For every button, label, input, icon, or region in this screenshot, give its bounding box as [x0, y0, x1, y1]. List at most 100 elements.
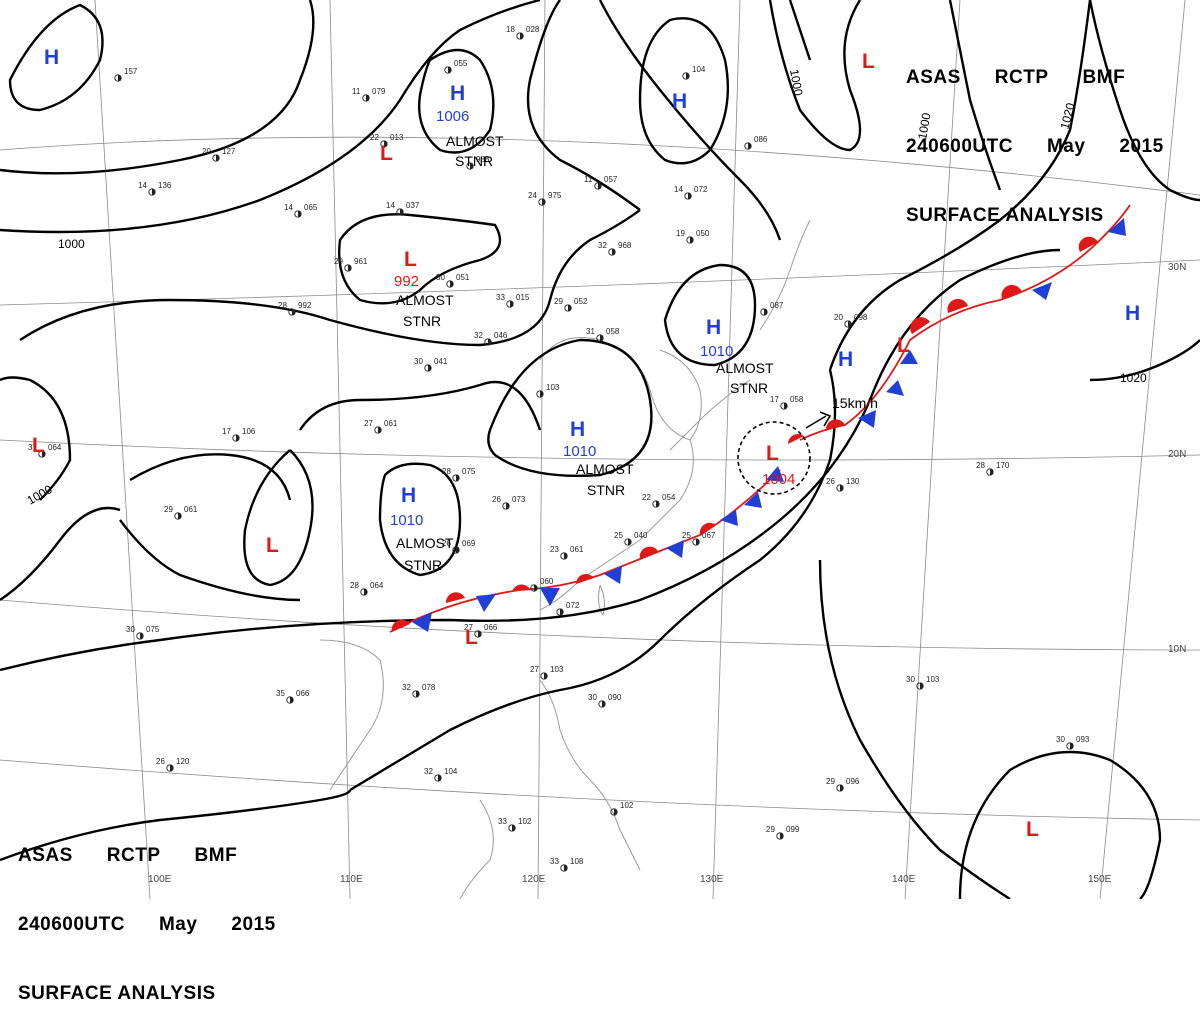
- station-temperature: 28: [442, 467, 451, 476]
- station-plot: 20 098: [834, 313, 868, 328]
- coastline-borneo: [459, 799, 494, 899]
- warm-front-markers: [391, 236, 1098, 632]
- station-pressure: 988: [476, 155, 490, 164]
- cloud-cover-icon: [384, 140, 388, 148]
- station-pressure: 064: [370, 581, 384, 590]
- cloud-cover-icon: [920, 682, 924, 690]
- station-temperature: 37: [28, 443, 37, 452]
- low-pressure-marker: L: [266, 534, 279, 557]
- isobar: [19, 209, 641, 347]
- station-plot: 32 968: [598, 241, 632, 256]
- cloud-cover-icon: [544, 672, 548, 680]
- station-pressure: 170: [996, 461, 1010, 470]
- station-temperature: 28: [278, 301, 287, 310]
- coastline-japan: [669, 219, 811, 451]
- map-background: [0, 0, 1200, 899]
- year-label: 2015: [231, 914, 276, 935]
- station-plot: 27 103: [530, 665, 564, 680]
- isobar: [663, 263, 757, 367]
- cloud-cover-icon: [470, 162, 474, 170]
- warm-front-marker: [1078, 236, 1098, 252]
- station-temperature: 30: [1056, 735, 1065, 744]
- station-pressure: 961: [354, 257, 368, 266]
- high-pressure-value: 1006: [436, 108, 469, 125]
- low-pressure-marker: L: [465, 626, 478, 649]
- stationary-notes: ALMOST STNR ALMOST STNR ALMOST STNR ALMO…: [396, 133, 878, 573]
- cloud-cover-icon: [140, 632, 144, 640]
- station-plot: 103: [536, 383, 560, 398]
- station-pressure: 103: [926, 675, 940, 684]
- station-temperature: 32: [474, 331, 483, 340]
- cold-front-marker: [666, 540, 684, 558]
- motion-arrow-icon: [805, 411, 832, 429]
- chart-header-top: ASAS RCTP BMF 240600UTC May 2015 SURFACE…: [906, 20, 1164, 250]
- stnr-label: STNR: [404, 557, 442, 573]
- isobar-label: 1020: [1057, 101, 1078, 131]
- cold-front-marker: [858, 410, 876, 428]
- station-label: RCTP: [106, 845, 161, 866]
- station-plot: 28 075: [442, 467, 476, 482]
- station-plot: 17 058: [770, 395, 804, 410]
- cold-front-marker: [412, 612, 432, 632]
- station-temperature: 28: [976, 461, 985, 470]
- isobar: [948, 0, 1002, 191]
- cold-front-marker: [540, 588, 560, 606]
- station-plot: 14 065: [284, 203, 318, 218]
- almost-label: ALMOST: [396, 535, 454, 551]
- cloud-cover-icon: [488, 338, 492, 346]
- latitude-line: [0, 439, 1200, 461]
- station-plot: 14 136: [138, 181, 172, 196]
- isobar: [8, 3, 104, 112]
- cloud-cover-icon: [1070, 742, 1074, 750]
- isobar: [828, 0, 1092, 371]
- longitude-label: 110E: [340, 874, 363, 885]
- warm-front-marker: [947, 298, 968, 313]
- latitude-line: [0, 599, 1200, 651]
- isobar-label: 1000: [787, 68, 805, 97]
- station-plot: 33 108: [550, 857, 584, 872]
- cloud-cover-icon: [348, 264, 352, 272]
- cold-front-marker: [720, 510, 738, 526]
- chart-title: SURFACE ANALYSIS: [18, 983, 216, 1004]
- station-temperature: 29: [766, 825, 775, 834]
- almost-label: ALMOST: [716, 360, 774, 376]
- isobar: [243, 449, 314, 587]
- station-temperature: 32: [424, 767, 433, 776]
- cloud-cover-icon: [416, 690, 420, 698]
- cold-front-marker: [886, 380, 904, 396]
- station-temperature: 17: [222, 427, 231, 436]
- station-pressure: 079: [372, 87, 386, 96]
- station-pressure: 066: [484, 623, 498, 632]
- station-temperature: 18: [506, 25, 515, 34]
- longitude-line: [712, 0, 741, 899]
- cloud-cover-icon: [696, 538, 700, 546]
- station-temperature: 29: [826, 777, 835, 786]
- coastline-indochina: [319, 639, 384, 791]
- high-pressure-marker: H: [570, 418, 585, 441]
- station-plot: 27 061: [364, 419, 398, 434]
- station-pressure: 050: [696, 229, 710, 238]
- cloud-cover-icon: [600, 334, 604, 342]
- isobar: [818, 559, 1011, 899]
- station-pressure: 093: [1076, 735, 1090, 744]
- cloud-cover-icon: [690, 236, 694, 244]
- station-pressure: 127: [222, 147, 236, 156]
- station-temperature: 33: [496, 293, 505, 302]
- cloud-cover-icon: [456, 546, 460, 554]
- station-temperature: 23: [550, 545, 559, 554]
- month-label: May: [1046, 136, 1086, 157]
- cloud-cover-icon: [292, 308, 296, 316]
- station-plot: 26 130: [826, 477, 860, 492]
- longitude-line: [329, 0, 351, 899]
- station-plot: 33 015: [496, 293, 530, 308]
- cloud-cover-icon: [848, 320, 852, 328]
- station-plot: 30 075: [126, 625, 160, 640]
- station-temperature: 30: [906, 675, 915, 684]
- station-plot: 25 040: [614, 531, 648, 546]
- cloud-cover-icon: [780, 832, 784, 840]
- unit-label: BMF: [194, 845, 238, 866]
- high-pressure-marker: H: [450, 82, 465, 105]
- cloud-cover-icon: [450, 280, 454, 288]
- cold-front-marker: [900, 350, 918, 364]
- station-pressure: 087: [770, 301, 784, 310]
